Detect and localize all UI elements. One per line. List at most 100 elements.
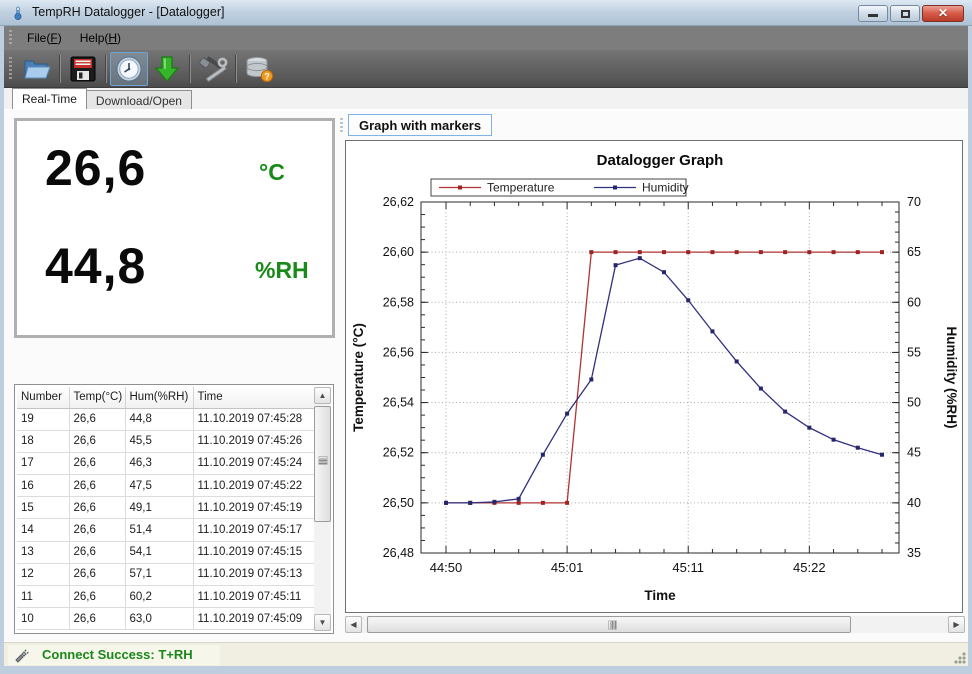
svg-text:26,50: 26,50 [383,496,414,510]
svg-text:26,60: 26,60 [383,245,414,259]
toolbar-separator [105,55,107,83]
datalogger-chart-panel: 44:5045:0145:1145:2226,4826,5026,5226,54… [345,140,963,613]
svg-text:35: 35 [907,546,921,560]
menu-item-h[interactable]: Help(H) [71,28,130,48]
svg-text:70: 70 [907,195,921,209]
floppy-disk-icon [69,55,97,83]
tab-download-open[interactable]: Download/Open [87,90,192,109]
scroll-up-button[interactable]: ▲ [314,387,331,404]
close-button[interactable]: ✕ [922,5,964,22]
svg-text:55: 55 [907,345,921,359]
temperature-value: 26,6 [45,139,146,197]
close-icon: ✕ [923,6,963,21]
status-bar: Connect Success: T+RH [4,642,968,666]
table-row[interactable]: 1826,645,511.10.2019 07:45:26 [17,430,315,452]
svg-text:44:50: 44:50 [430,560,463,575]
humidity-unit: %RH [255,257,309,284]
tab-real-time[interactable]: Real-Time [12,88,87,109]
settings-button[interactable] [194,52,232,86]
thermometer-app-icon [10,5,26,21]
graph-with-markers-button[interactable]: Graph with markers [348,114,492,136]
table-row[interactable]: 1026,663,011.10.2019 07:45:09 [17,608,315,630]
save-file-button[interactable] [64,52,102,86]
connection-status-text: Connect Success: T+RH [42,647,193,662]
svg-text:Humidity: Humidity [642,181,689,195]
menu-grip-handle[interactable] [9,30,12,46]
clock-icon [115,55,143,83]
app-window: TempRH Datalogger - [Datalogger] ✕ File(… [0,0,972,674]
horizontal-scroll-thumb[interactable] [367,616,851,633]
svg-text:26,52: 26,52 [383,446,414,460]
scroll-left-button[interactable]: ◀ [345,616,362,633]
svg-text:50: 50 [907,396,921,410]
log-table-panel: NumberTemp(°C)Hum(%RH)Time 1926,644,811.… [14,384,334,634]
resize-grip[interactable] [953,651,966,664]
svg-text:26,48: 26,48 [383,546,414,560]
download-button[interactable] [148,52,186,86]
svg-text:45:22: 45:22 [793,560,826,575]
minimize-button[interactable] [858,5,888,22]
datalogger-chart: 44:5045:0145:1145:2226,4826,5026,5226,54… [346,141,962,612]
vertical-scroll-thumb[interactable] [314,406,331,522]
toolbar-separator [235,55,237,83]
main-toolbar: ? [4,50,968,88]
svg-text:65: 65 [907,245,921,259]
column-header[interactable]: Hum(%RH) [125,387,193,408]
connector-icon [14,647,30,663]
svg-text:Temperature: Temperature [487,181,555,195]
svg-text:60: 60 [907,295,921,309]
table-row[interactable]: 1626,647,511.10.2019 07:45:22 [17,475,315,497]
svg-text:Temperature (°C): Temperature (°C) [351,323,366,432]
column-header[interactable]: Number [17,387,69,408]
table-row[interactable]: 1226,657,111.10.2019 07:45:13 [17,563,315,585]
svg-text:?: ? [264,71,270,81]
scroll-right-button[interactable]: ▶ [948,616,965,633]
svg-text:Datalogger Graph: Datalogger Graph [597,152,724,169]
scroll-down-button[interactable]: ▼ [314,614,331,631]
open-file-button[interactable] [18,52,56,86]
device-query-button[interactable]: ? [240,52,278,86]
real-time-button[interactable] [110,52,148,86]
table-row[interactable]: 1426,651,411.10.2019 07:45:17 [17,519,315,541]
log-table: NumberTemp(°C)Hum(%RH)Time 1926,644,811.… [17,387,316,630]
green-down-arrow-icon [154,55,180,83]
svg-text:45:01: 45:01 [551,560,584,575]
menu-item-f[interactable]: File(F) [18,28,71,48]
table-row[interactable]: 1726,646,311.10.2019 07:45:24 [17,452,315,474]
table-row[interactable]: 1926,644,811.10.2019 07:45:28 [17,408,315,430]
data-table-body: 1926,644,811.10.2019 07:45:281826,645,51… [17,408,315,630]
maximize-icon [901,10,910,18]
toolbar-separator [59,55,61,83]
table-row[interactable]: 1526,649,111.10.2019 07:45:19 [17,497,315,519]
maximize-button[interactable] [890,5,920,22]
table-row[interactable]: 1326,654,111.10.2019 07:45:15 [17,541,315,563]
svg-text:40: 40 [907,496,921,510]
svg-text:26,62: 26,62 [383,195,414,209]
title-bar[interactable]: TempRH Datalogger - [Datalogger] ✕ [0,0,972,26]
minimize-icon [868,14,878,17]
svg-text:45:11: 45:11 [672,560,704,575]
svg-text:26,56: 26,56 [383,345,414,359]
temperature-unit: °C [259,159,285,186]
tools-icon [198,55,228,83]
table-row[interactable]: 1126,660,211.10.2019 07:45:11 [17,586,315,608]
column-header[interactable]: Temp(°C) [69,387,125,408]
menu-bar: File(F)Help(H) [4,26,968,50]
graph-toolbar-grip-handle[interactable] [340,118,343,132]
real-time-page: 26,6 °C 44,8 %RH NumberTemp(°C)Hum(%RH)T… [4,109,968,642]
svg-text:26,58: 26,58 [383,295,414,309]
toolbar-grip-handle[interactable] [9,57,12,81]
folder-open-icon [22,56,52,82]
tab-strip: Real-Time Download/Open [4,88,968,109]
svg-text:Humidity (%RH): Humidity (%RH) [944,327,959,429]
humidity-value: 44,8 [45,237,146,295]
database-question-icon: ? [244,55,274,83]
svg-text:45: 45 [907,446,921,460]
column-header[interactable]: Time [193,387,315,408]
svg-text:Time: Time [644,588,676,603]
live-readings-panel: 26,6 °C 44,8 %RH [14,118,335,338]
toolbar-separator [189,55,191,83]
chart-horizontal-scrollbar: ◀ ▶ [345,616,965,633]
window-frame-right [968,26,972,674]
window-frame-left [0,26,4,674]
